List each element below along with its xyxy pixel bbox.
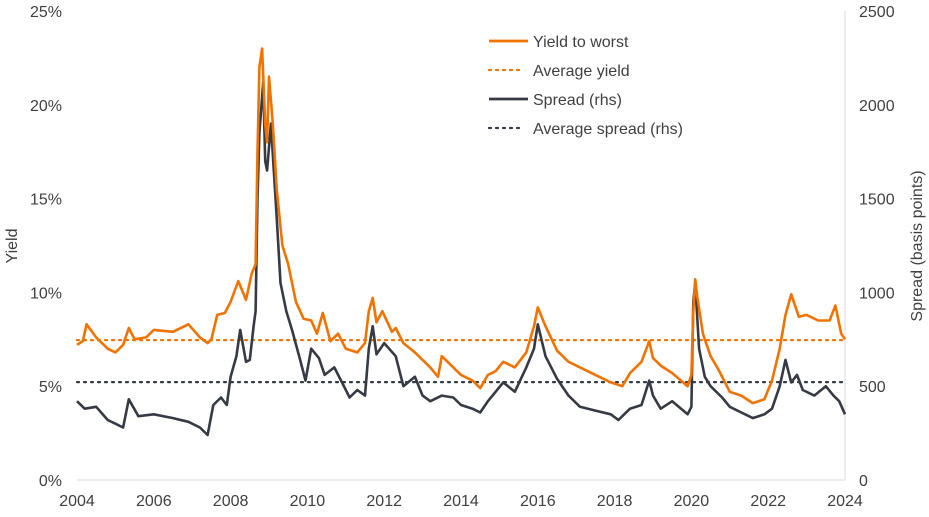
y2-tick-label: 500: [859, 379, 886, 396]
x-tick-label: 2010: [290, 493, 326, 510]
x-tick-label: 2008: [213, 493, 249, 510]
x-tick-label: 2024: [827, 493, 863, 510]
series-lines: [75, 47, 847, 437]
x-tick-label: 2012: [366, 493, 402, 510]
series-line-spread-rhs: [76, 81, 847, 437]
y2-tick-label: 2000: [859, 98, 895, 115]
x-tick-label: 2018: [597, 493, 633, 510]
y-tick-label: 5%: [39, 379, 62, 396]
legend-label: Average yield: [533, 63, 630, 80]
legend-label: Spread (rhs): [533, 92, 622, 109]
y-tick-label: 10%: [30, 285, 62, 302]
legend: Yield to worst Average yield Spread (rhs) A…: [487, 34, 683, 138]
x-tick-label: 2006: [136, 493, 172, 510]
tick-labels: 2004 2006 2008 2010 2012 2014 2016 2018 2020 2022…: [30, 4, 895, 510]
y-axis-label: Yield: [4, 229, 21, 264]
axes: [77, 11, 846, 481]
legend-label: Yield to worst: [533, 34, 629, 51]
x-tick-label: 2016: [520, 493, 556, 510]
x-tick-label: 2022: [750, 493, 786, 510]
y2-tick-label: 2500: [859, 4, 895, 21]
y2-axis-label: Spread (basis points): [909, 170, 926, 321]
y-tick-label: 15%: [30, 192, 62, 209]
y2-tick-label: 1000: [859, 285, 895, 302]
x-tick-label: 2004: [59, 493, 95, 510]
series-line-yield-to-worst: [76, 47, 847, 405]
x-tick-label: 2020: [674, 493, 710, 510]
legend-label: Average spread (rhs): [533, 121, 683, 138]
x-tick-label: 2014: [443, 493, 479, 510]
y-tick-label: 20%: [30, 98, 62, 115]
y2-tick-label: 0: [859, 473, 868, 490]
y-tick-label: 0%: [39, 473, 62, 490]
y-tick-label: 25%: [30, 4, 62, 21]
y2-tick-label: 1500: [859, 192, 895, 209]
